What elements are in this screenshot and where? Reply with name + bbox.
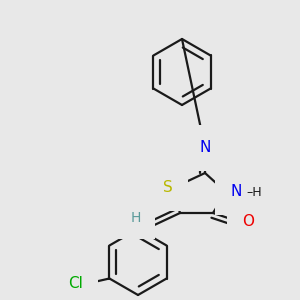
Text: S: S [163,181,173,196]
Text: Cl: Cl [68,276,83,291]
Text: H: H [131,211,141,225]
Text: N: N [230,184,242,200]
Text: N: N [199,140,211,155]
Text: O: O [242,214,254,230]
Text: –H: –H [246,185,262,199]
